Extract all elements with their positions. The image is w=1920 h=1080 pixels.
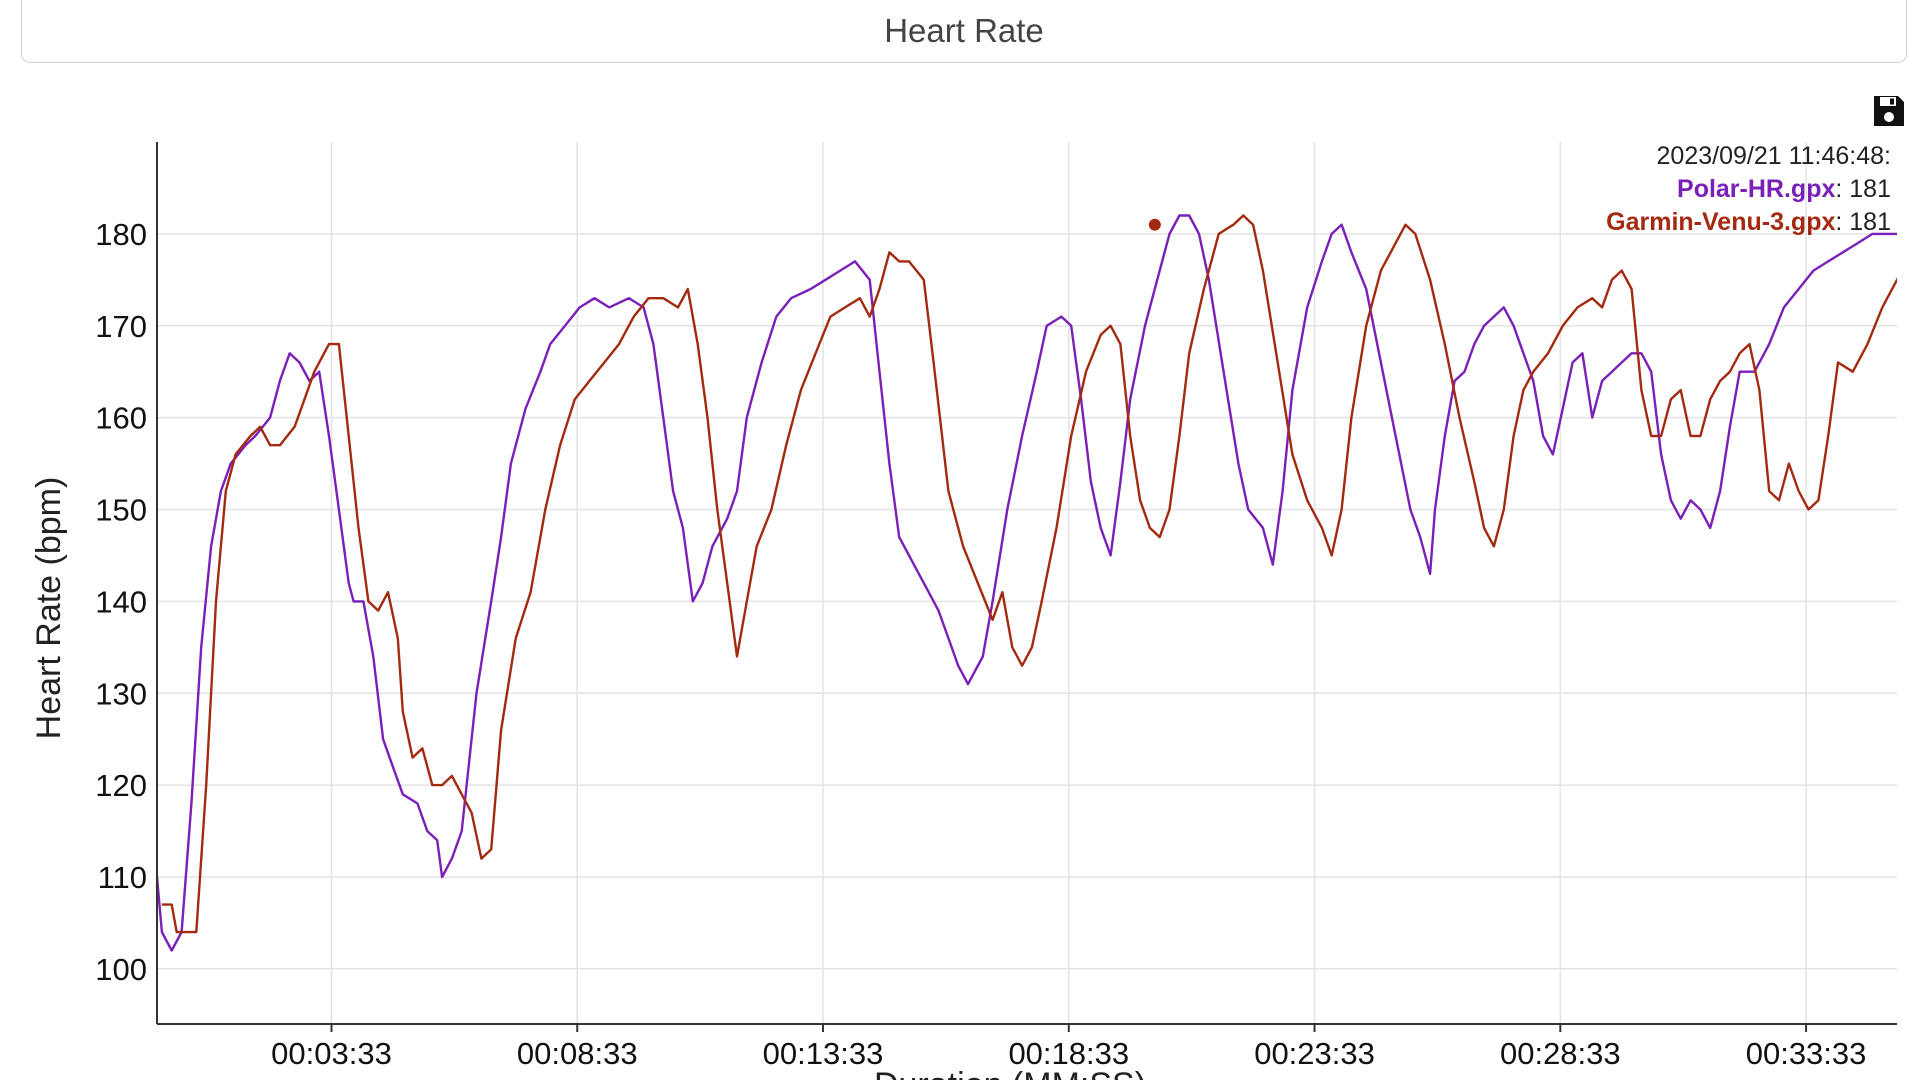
chart-title-bar: Heart Rate	[21, 0, 1907, 63]
y-tick-label: 140	[95, 584, 147, 619]
grid-lines	[157, 142, 1897, 1024]
legend-series-value: 181	[1849, 208, 1891, 236]
floppy-disk-icon[interactable]	[1872, 94, 1906, 128]
series-line-garmin	[161, 214, 1897, 934]
plot-area	[157, 214, 1897, 952]
x-axis-ticks: 00:03:33 00:08:33 00:13:33 00:18:33 00:23:33…	[271, 1024, 1866, 1071]
hover-legend: 2023/09/21 11:46:48: Polar-HR.gpx: 181 G…	[1606, 140, 1891, 239]
x-axis-title: Duration (MM:SS)	[874, 1066, 1146, 1080]
legend-series-name: Polar-HR.gpx	[1677, 175, 1836, 203]
x-tick-label: 00:03:33	[271, 1036, 392, 1071]
y-axis-ticks: 100 110 120 130 140 150 160 170 180	[95, 217, 147, 987]
x-tick-label: 00:18:33	[1008, 1036, 1129, 1071]
series-line-polar	[157, 214, 1897, 952]
x-tick-label: 00:33:33	[1746, 1036, 1867, 1071]
hover-point-marker	[1148, 218, 1161, 231]
y-tick-label: 100	[95, 952, 147, 987]
x-tick-label: 00:23:33	[1254, 1036, 1375, 1071]
y-tick-label: 130	[95, 676, 147, 711]
y-tick-label: 180	[95, 217, 147, 252]
y-tick-label: 170	[95, 309, 147, 344]
y-tick-label: 110	[98, 860, 147, 895]
y-tick-label: 120	[95, 768, 147, 803]
legend-series-value: 181	[1849, 175, 1891, 203]
legend-timestamp: 2023/09/21 11:46:48:	[1656, 142, 1891, 170]
x-tick-label: 00:13:33	[763, 1036, 884, 1071]
y-axis-title: Heart Rate (bpm)	[30, 477, 68, 740]
legend-entry-polar: Polar-HR.gpx: 181	[1677, 175, 1891, 203]
x-tick-label: 00:28:33	[1500, 1036, 1621, 1071]
x-tick-label: 00:08:33	[517, 1036, 638, 1071]
y-tick-label: 160	[95, 401, 147, 436]
legend-series-name: Garmin-Venu-3.gpx	[1606, 208, 1836, 236]
y-tick-label: 150	[95, 493, 147, 528]
page-title: Heart Rate	[884, 12, 1044, 49]
legend-entry-garmin: Garmin-Venu-3.gpx: 181	[1606, 208, 1891, 236]
